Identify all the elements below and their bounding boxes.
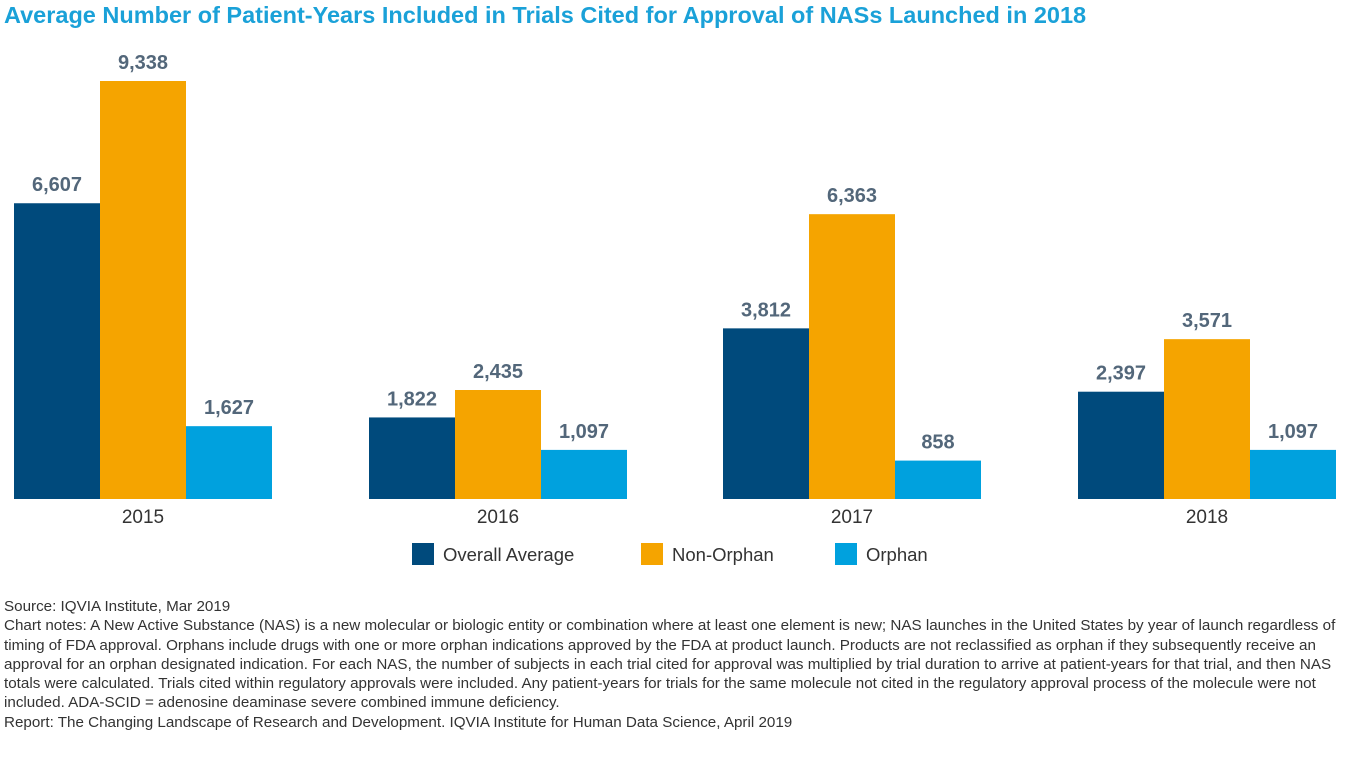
bar-overall-average-2015 xyxy=(14,203,100,499)
bar-orphan-2017 xyxy=(895,460,981,499)
bar-orphan-2016 xyxy=(541,449,627,499)
chart-footer: Source: IQVIA Institute, Mar 2019 Chart … xyxy=(4,597,1344,732)
legend-swatch-orphan xyxy=(835,543,857,565)
bar-orphan-2015 xyxy=(186,426,272,499)
data-label-non-orphan-2016: 2,435 xyxy=(473,361,523,383)
data-label-overall-average-2017: 3,812 xyxy=(741,299,791,321)
bar-non-orphan-2015 xyxy=(100,81,186,499)
bar-overall-average-2016 xyxy=(369,417,455,499)
data-label-non-orphan-2015: 9,338 xyxy=(118,52,168,74)
bar-overall-average-2017 xyxy=(723,328,809,499)
bar-non-orphan-2018 xyxy=(1164,339,1250,499)
data-label-overall-average-2016: 1,822 xyxy=(387,388,437,410)
data-label-overall-average-2018: 2,397 xyxy=(1096,363,1146,385)
bar-orphan-2018 xyxy=(1250,449,1336,499)
data-label-non-orphan-2017: 6,363 xyxy=(827,185,877,207)
x-tick-label-2015: 2015 xyxy=(122,507,164,528)
x-tick-label-2016: 2016 xyxy=(477,507,519,528)
bar-overall-average-2018 xyxy=(1078,391,1164,499)
data-label-overall-average-2015: 6,607 xyxy=(32,174,82,196)
bar-non-orphan-2017 xyxy=(809,214,895,500)
bar-chart: 6,607 9,338 1,627 2015 1,822 2,435 1,097 2016 3,… xyxy=(14,52,1336,565)
data-label-non-orphan-2018: 3,571 xyxy=(1182,310,1232,332)
bar-non-orphan-2016 xyxy=(455,390,541,499)
data-label-orphan-2015: 1,627 xyxy=(204,397,254,419)
x-tick-label-2018: 2018 xyxy=(1186,507,1228,528)
report-note: Report: The Changing Landscape of Resear… xyxy=(4,713,793,731)
data-label-orphan-2018: 1,097 xyxy=(1268,421,1318,443)
legend-swatch-overall-average xyxy=(412,543,434,565)
x-tick-label-2017: 2017 xyxy=(831,507,873,528)
source-note: Source: IQVIA Institute, Mar 2019 xyxy=(4,598,231,615)
legend-swatch-non-orphan xyxy=(641,543,663,565)
data-label-orphan-2016: 1,097 xyxy=(559,421,609,443)
legend-label-non-orphan: Non-Orphan xyxy=(672,544,774,565)
chart-title: Average Number of Patient-Years Included… xyxy=(4,2,1087,28)
legend-label-orphan: Orphan xyxy=(866,544,928,565)
data-label-orphan-2017: 858 xyxy=(921,432,954,454)
legend-label-overall-average: Overall Average xyxy=(443,544,574,565)
chart-notes: Chart notes: A New Active Substance (NAS… xyxy=(4,617,1336,712)
